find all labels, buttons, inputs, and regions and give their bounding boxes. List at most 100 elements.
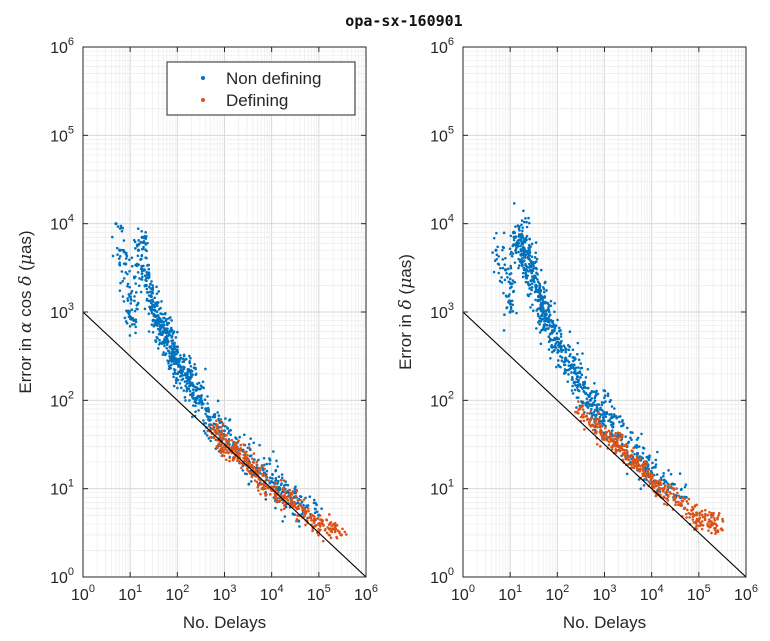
scatter-point (721, 520, 725, 523)
scatter-point (703, 518, 707, 522)
scatter-point (154, 339, 157, 342)
scatter-point (669, 472, 673, 476)
scatter-point (557, 363, 560, 367)
scatter-point (581, 413, 584, 417)
scatter-point (197, 409, 200, 412)
scatter-point (590, 416, 594, 420)
scatter-point (258, 469, 262, 472)
scatter-point (313, 511, 317, 514)
scatter-point (155, 285, 158, 289)
scatter-point (530, 282, 534, 286)
scatter-point (202, 429, 206, 433)
scatter-point (248, 454, 252, 458)
scatter-point (584, 392, 587, 395)
scatter-point (574, 384, 577, 387)
scatter-point (201, 380, 205, 384)
scatter-point (134, 325, 138, 329)
scatter-point (558, 326, 561, 330)
x-tick-label: 106 (734, 583, 758, 604)
scatter-point (222, 454, 226, 458)
scatter-point (156, 347, 160, 350)
scatter-point (303, 508, 307, 511)
scatter-point (593, 399, 597, 403)
scatter-point (582, 419, 586, 423)
scatter-point (250, 457, 254, 460)
scatter-point (632, 446, 635, 450)
scatter-point (235, 437, 238, 441)
scatter-point (656, 450, 659, 454)
scatter-point (212, 413, 216, 417)
data-point (151, 303, 155, 307)
scatter-point (525, 238, 528, 242)
scatter-point (687, 497, 691, 501)
scatter-point (576, 384, 579, 388)
scatter-point (546, 320, 550, 324)
scatter-point (580, 400, 583, 403)
scatter-point (573, 388, 577, 392)
scatter-point (227, 451, 230, 455)
scatter-point (544, 309, 547, 313)
x-tick-exponent: 4 (278, 583, 284, 595)
scatter-point (645, 462, 649, 465)
scatter-point (159, 332, 162, 335)
scatter-point (542, 299, 545, 303)
scatter-point (562, 363, 566, 367)
scatter-point (548, 337, 552, 341)
scatter-point (662, 472, 666, 475)
scatter-point (618, 449, 621, 452)
scatter-point (677, 503, 681, 506)
scatter-point (650, 482, 653, 485)
scatter-point (149, 301, 153, 305)
scatter-point (258, 443, 261, 447)
scatter-point (244, 451, 248, 454)
scatter-point (560, 350, 563, 354)
scatter-point (111, 235, 114, 239)
scatter-point (331, 527, 334, 531)
scatter-point (511, 279, 515, 282)
scatter-point (532, 266, 536, 270)
scatter-point (165, 330, 168, 334)
scatter-point (546, 307, 550, 311)
scatter-point (124, 271, 128, 274)
scatter-point (621, 418, 624, 422)
scatter-point (549, 356, 552, 360)
y-axis-label-part: δ (396, 299, 416, 309)
scatter-point (706, 513, 710, 517)
scatter-point (509, 252, 512, 256)
scatter-point (588, 404, 592, 407)
scatter-point (543, 313, 547, 316)
scatter-point (538, 322, 541, 326)
scatter-point (149, 282, 152, 286)
scatter-point (296, 501, 300, 505)
scatter-point (520, 264, 524, 267)
scatter-point (226, 427, 230, 430)
scatter-point (272, 481, 276, 485)
scatter-point (626, 458, 630, 461)
scatter-point (629, 462, 633, 466)
scatter-point (625, 472, 629, 476)
scatter-point (130, 264, 134, 268)
scatter-point (139, 240, 143, 244)
scatter-point (542, 309, 545, 313)
scatter-point (118, 263, 122, 267)
scatter-point (492, 236, 496, 240)
scatter-point (606, 435, 610, 439)
scatter-point (140, 253, 144, 257)
scatter-point (204, 432, 207, 435)
scatter-point (550, 350, 554, 354)
scatter-point (595, 403, 598, 407)
scatter-point (562, 344, 566, 348)
scatter-point (536, 312, 540, 316)
scatter-point (575, 406, 578, 409)
scatter-point (560, 359, 564, 362)
scatter-point (122, 249, 125, 252)
scatter-point (592, 418, 596, 421)
scatter-point (120, 270, 124, 273)
scatter-point (147, 294, 151, 297)
scatter-point (192, 366, 196, 370)
scatter-point (280, 473, 284, 476)
scatter-point (613, 442, 616, 446)
scatter-point (262, 483, 266, 487)
scatter-point (133, 276, 136, 280)
scatter-point (137, 284, 141, 287)
